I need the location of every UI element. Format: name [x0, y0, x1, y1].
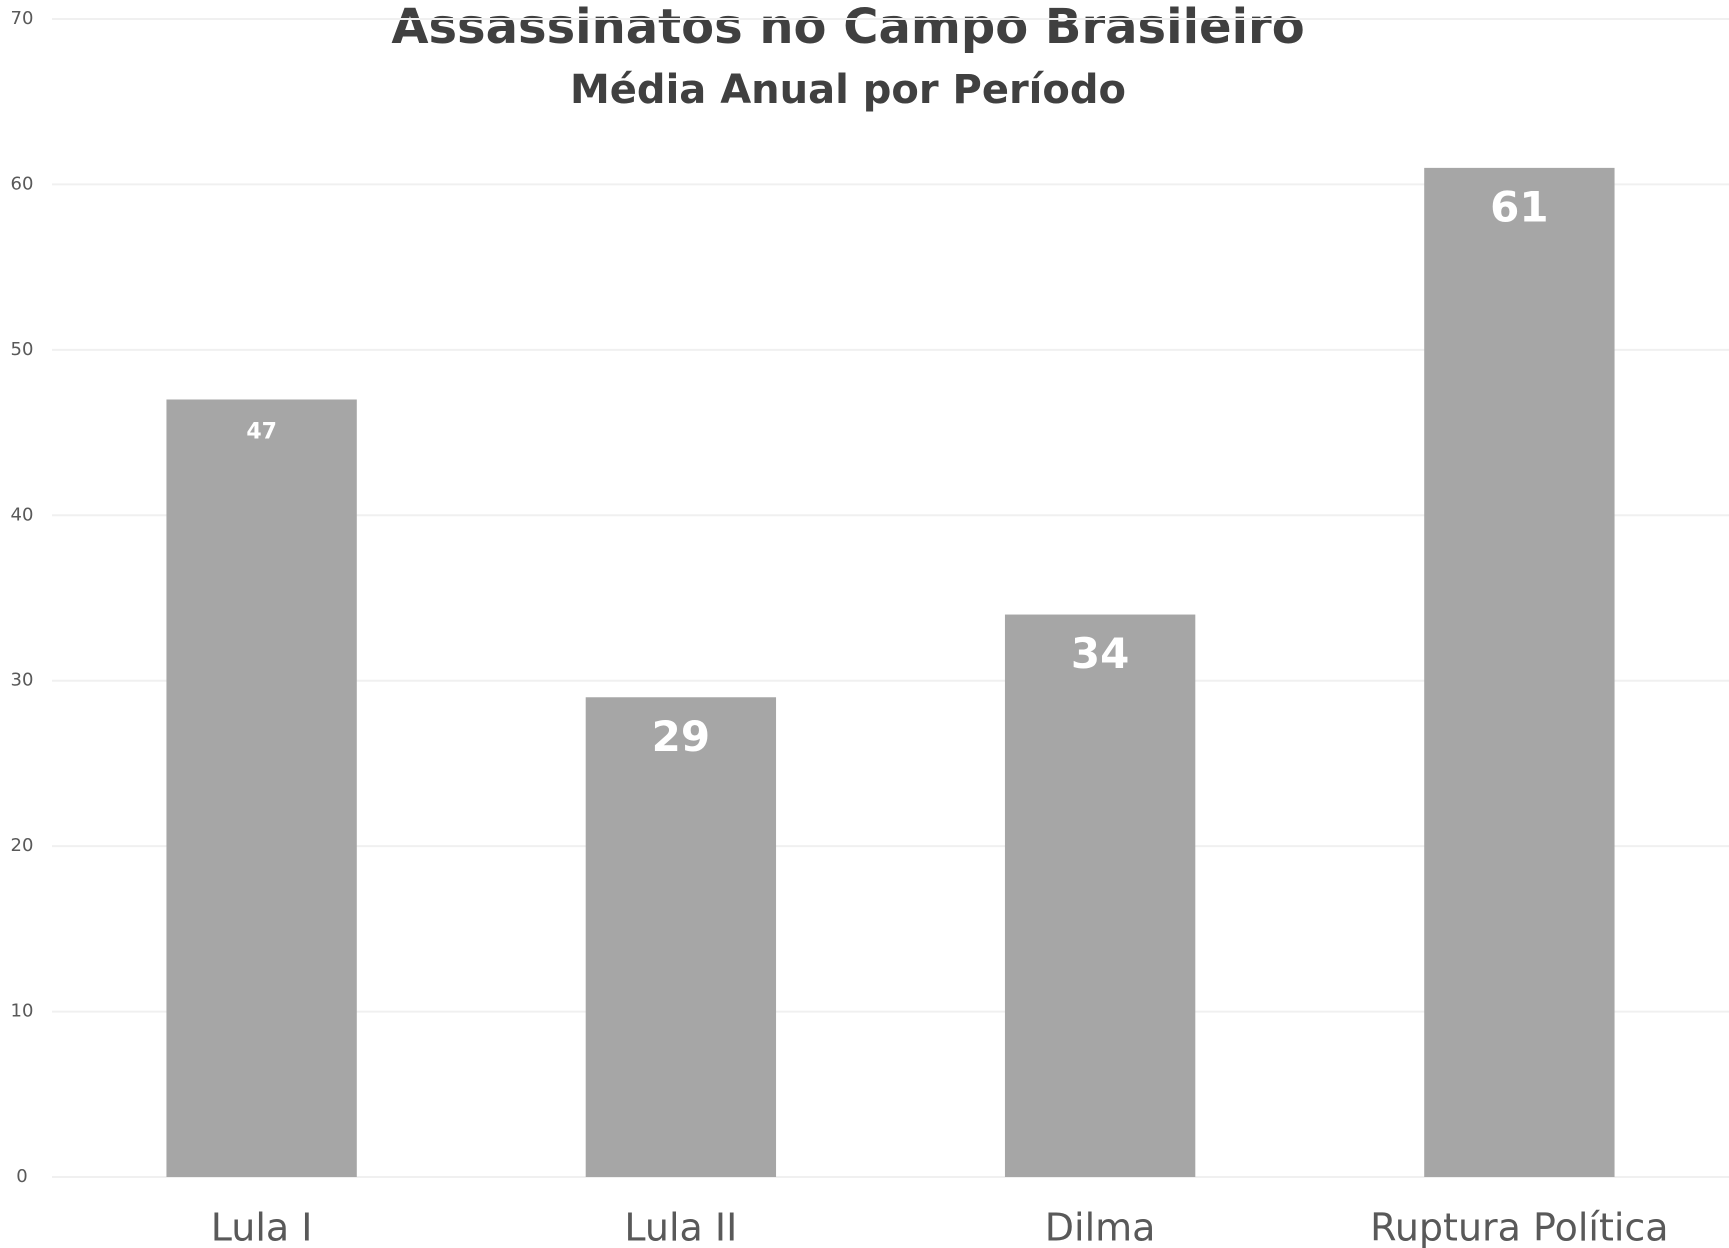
value-label: 47	[246, 419, 277, 444]
x-tick-label: Lula II	[624, 1206, 737, 1248]
bar	[1424, 167, 1615, 1177]
chart-title: Assassinatos no Campo Brasileiro	[391, 0, 1304, 55]
y-tick-label: 70	[11, 8, 34, 29]
y-tick-label: 60	[11, 173, 34, 194]
bar	[1004, 614, 1196, 1177]
y-tick-label: 40	[11, 504, 34, 525]
value-label: 34	[1071, 629, 1129, 678]
y-tick-label: 0	[16, 1166, 27, 1187]
value-label: 29	[652, 712, 710, 761]
bar	[585, 697, 777, 1177]
y-tick-label: 50	[11, 339, 34, 360]
x-tick-label: Dilma	[1045, 1206, 1156, 1248]
y-tick-label: 20	[11, 835, 34, 856]
y-tick-label: 10	[11, 1001, 34, 1022]
bar	[166, 399, 357, 1177]
y-tick-label: 30	[11, 670, 34, 691]
x-tick-label: Ruptura Política	[1370, 1206, 1668, 1248]
chart-subtitle: Média Anual por Período	[570, 67, 1126, 113]
x-tick-label: Lula I	[211, 1206, 313, 1248]
value-label: 61	[1490, 182, 1548, 231]
